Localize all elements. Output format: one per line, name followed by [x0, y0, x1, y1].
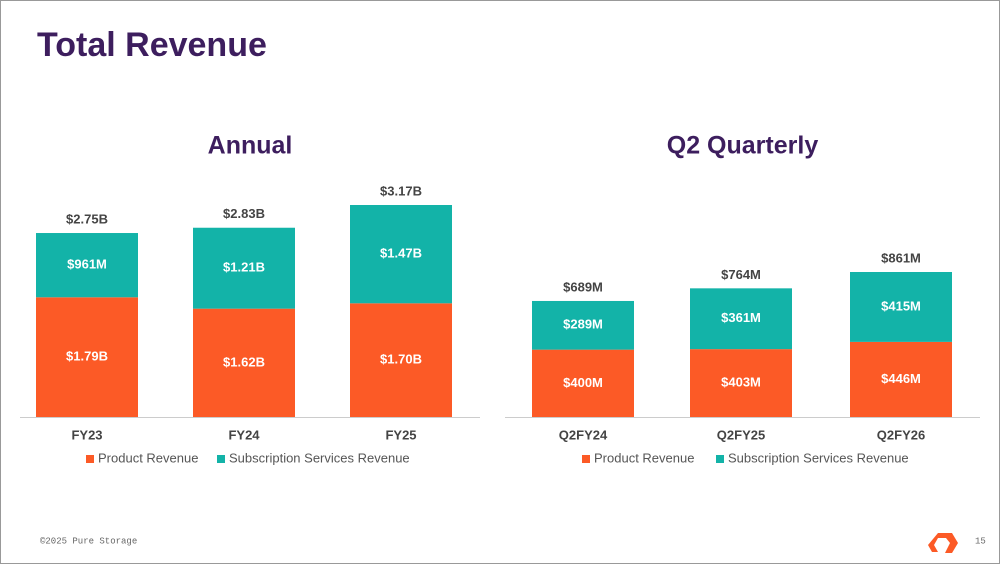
value-label: $400M — [563, 375, 603, 390]
legend-swatch — [716, 455, 724, 463]
value-label: $289M — [563, 317, 603, 332]
x-tick-label: FY25 — [385, 427, 416, 442]
value-label: $361M — [721, 310, 761, 325]
legend-label: Product Revenue — [594, 450, 694, 465]
bar-segment — [350, 205, 452, 304]
slide-title: Total Revenue — [37, 26, 267, 64]
bar-segment — [850, 341, 952, 417]
total-label: $3.17B — [380, 183, 422, 198]
x-tick-label: FY23 — [71, 427, 102, 442]
bar-segment — [690, 288, 792, 350]
page-number: 15 — [975, 536, 986, 546]
value-label: $1.79B — [66, 349, 108, 364]
x-tick-label: Q2FY24 — [559, 427, 608, 442]
legend-label: Product Revenue — [98, 450, 198, 465]
total-label: $689M — [563, 279, 603, 294]
legend-swatch — [86, 455, 94, 463]
logo — [928, 533, 958, 553]
footer: ©2025 Pure Storage — [40, 536, 137, 546]
bar-segment — [690, 349, 792, 417]
value-label: $1.70B — [380, 352, 422, 367]
legend-swatch — [582, 455, 590, 463]
chart-title: Annual — [208, 132, 293, 160]
bar-segment — [36, 297, 138, 417]
total-label: $2.83B — [223, 206, 265, 221]
total-label: $2.75B — [66, 212, 108, 227]
x-tick-label: Q2FY26 — [877, 427, 925, 442]
value-label: $1.21B — [223, 260, 265, 275]
bar-segment — [850, 272, 952, 342]
value-label: $1.47B — [380, 246, 422, 261]
bar-segment — [36, 233, 138, 298]
total-label: $764M — [721, 267, 761, 282]
legend-swatch — [217, 455, 225, 463]
total-label: $861M — [881, 250, 921, 265]
value-label: $403M — [721, 375, 761, 390]
bar-segment — [193, 227, 295, 309]
value-label: $961M — [67, 257, 107, 272]
value-label: $1.62B — [223, 354, 265, 369]
bar-segment — [350, 303, 452, 417]
chart-title: Q2 Quarterly — [667, 132, 819, 160]
bar-segment — [532, 349, 634, 417]
legend-label: Subscription Services Revenue — [728, 450, 909, 465]
legend-label: Subscription Services Revenue — [229, 450, 410, 465]
value-label: $446M — [881, 371, 921, 386]
x-tick-label: Q2FY25 — [717, 427, 765, 442]
x-tick-label: FY24 — [228, 427, 260, 442]
bar-segment — [532, 300, 634, 350]
value-label: $415M — [881, 298, 921, 313]
bar-segment — [193, 308, 295, 417]
